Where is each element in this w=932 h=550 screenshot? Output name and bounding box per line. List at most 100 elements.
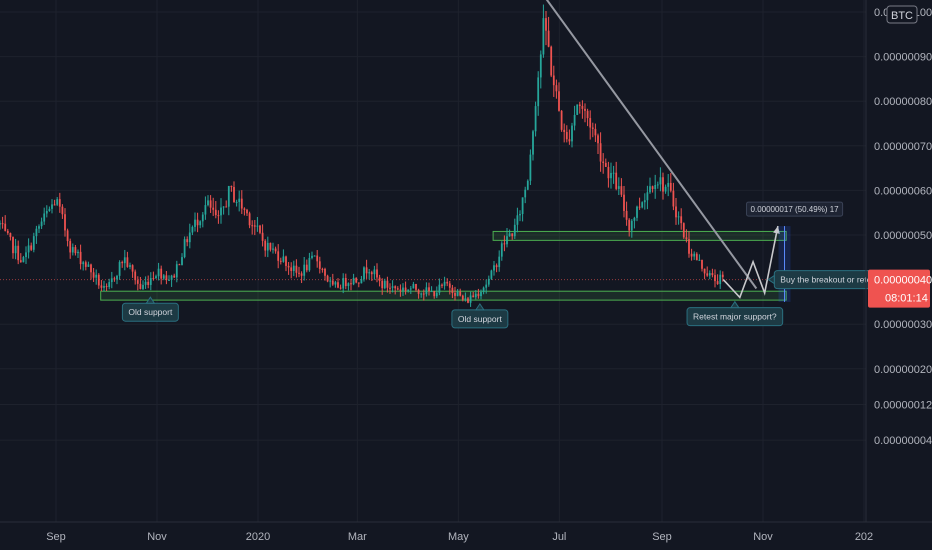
candle-body xyxy=(630,220,633,231)
x-tick-label: May xyxy=(448,531,469,543)
candle-body xyxy=(576,104,579,115)
candle-body xyxy=(178,264,181,266)
candle-body xyxy=(170,275,173,280)
candle-body xyxy=(329,280,332,282)
candle-body xyxy=(378,277,381,281)
candle-body xyxy=(716,281,719,285)
callout-2[interactable]: Retest major support? xyxy=(686,300,784,327)
candle-body xyxy=(118,262,121,276)
candle-body xyxy=(521,197,524,215)
candle-body xyxy=(597,135,599,144)
candle-body xyxy=(682,223,685,238)
candle-body xyxy=(643,200,646,203)
candle-body xyxy=(485,284,488,288)
candle-body xyxy=(253,225,256,227)
candle-body xyxy=(664,186,667,192)
callout-pointer xyxy=(767,274,775,285)
candle-body xyxy=(552,75,555,86)
candle-body xyxy=(547,30,550,47)
candle-body xyxy=(459,291,462,296)
candle-body xyxy=(672,190,675,207)
candle-body xyxy=(389,287,391,289)
candle-body xyxy=(690,253,693,257)
candle-body xyxy=(472,295,475,298)
candle-body xyxy=(142,284,144,289)
candle-body xyxy=(160,268,163,279)
candle-body xyxy=(508,233,511,237)
candle-body xyxy=(188,232,191,243)
candle-body xyxy=(363,267,365,280)
candle-body xyxy=(303,264,306,276)
candle-body xyxy=(105,286,108,288)
candle-body xyxy=(646,192,649,201)
candle-body xyxy=(113,278,116,280)
candle-body xyxy=(259,225,261,233)
candle-body xyxy=(230,186,233,188)
callout-text: Old support xyxy=(458,314,503,324)
candle-body xyxy=(84,262,87,267)
zone-resistance[interactable] xyxy=(492,230,787,241)
candle-body xyxy=(227,186,230,207)
callout-1[interactable]: Old support xyxy=(451,302,509,329)
candle-body xyxy=(147,281,150,285)
candle-body xyxy=(331,280,334,285)
candle-body xyxy=(555,85,558,92)
candle-body xyxy=(183,239,186,258)
projection-path[interactable] xyxy=(722,225,779,299)
zone-major-support[interactable] xyxy=(100,290,787,301)
candle-body xyxy=(407,289,410,291)
candle-body xyxy=(17,245,20,261)
candle-body xyxy=(95,274,98,278)
candle-body xyxy=(4,223,7,231)
candle-body xyxy=(168,279,170,281)
candle-body xyxy=(573,114,576,126)
candle-body xyxy=(529,154,532,181)
candle-body xyxy=(623,194,625,211)
candle-body xyxy=(568,139,571,142)
candle-body xyxy=(300,273,303,276)
candle-body xyxy=(256,225,259,227)
candle-body xyxy=(295,265,298,273)
candle-body xyxy=(248,213,251,226)
candle-body xyxy=(97,274,100,286)
candle-body xyxy=(467,298,469,303)
candle-body xyxy=(415,283,417,290)
candle-body xyxy=(204,205,207,215)
candle-body xyxy=(617,186,620,189)
candle-body xyxy=(370,272,373,275)
candle-body xyxy=(207,200,209,206)
candle-body xyxy=(321,268,324,270)
candle-body xyxy=(14,245,17,254)
candle-body xyxy=(162,275,165,279)
candle-body xyxy=(87,264,90,267)
y-tick-label: 0.00000012 xyxy=(874,399,932,411)
candle-body xyxy=(220,207,222,216)
x-tick-label: Jul xyxy=(552,531,566,543)
candle-body xyxy=(352,277,355,285)
candle-body xyxy=(79,251,82,265)
candle-body xyxy=(654,185,657,190)
candle-body xyxy=(490,270,493,279)
candle-body xyxy=(350,283,352,285)
candle-body xyxy=(287,265,290,268)
candle-body xyxy=(578,104,581,106)
candle-body xyxy=(451,287,454,294)
downtrend-line[interactable] xyxy=(543,0,758,290)
callout-3[interactable]: Buy the breakout or retest xyxy=(767,270,885,290)
currency-badge[interactable]: BTC xyxy=(886,5,918,24)
grid xyxy=(0,0,866,522)
candle-body xyxy=(612,172,615,174)
candle-body xyxy=(144,281,147,285)
y-tick-label: 0.00000050 xyxy=(874,230,932,242)
candle-body xyxy=(308,257,311,271)
candle-body xyxy=(316,255,319,262)
candle-body xyxy=(194,219,196,227)
candle-body xyxy=(334,282,337,285)
callout-0[interactable]: Old support xyxy=(121,296,179,322)
candle-body xyxy=(425,287,428,295)
candle-body xyxy=(417,289,420,294)
candle-body xyxy=(71,247,74,253)
candle-body xyxy=(680,216,683,224)
candle-body xyxy=(396,288,399,290)
